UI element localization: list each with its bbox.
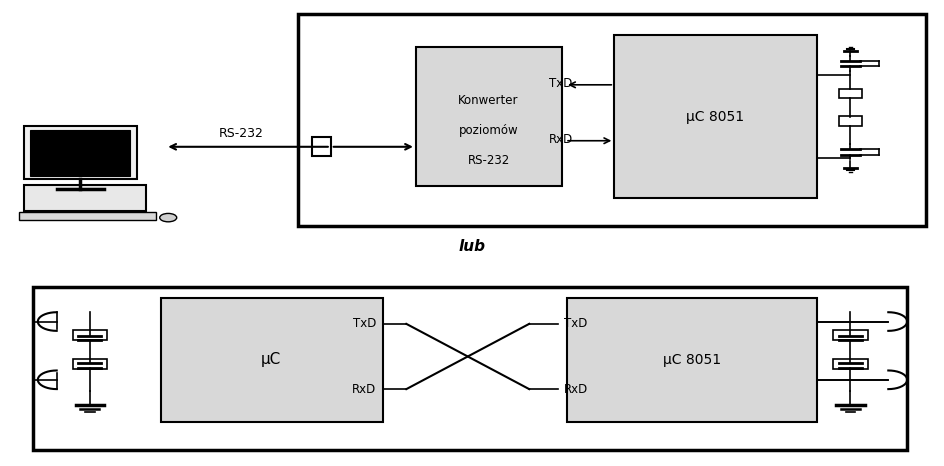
Bar xyxy=(24,126,137,179)
Bar xyxy=(566,298,817,422)
Text: TxD: TxD xyxy=(548,77,572,90)
Circle shape xyxy=(160,213,177,222)
Bar xyxy=(19,212,156,220)
Bar xyxy=(415,47,562,186)
Text: RS-232: RS-232 xyxy=(467,154,509,167)
Text: Konwerter: Konwerter xyxy=(458,94,518,107)
Text: TxD: TxD xyxy=(564,317,587,330)
Bar xyxy=(614,35,817,198)
Text: RxD: RxD xyxy=(351,383,376,396)
Text: RxD: RxD xyxy=(548,133,572,146)
Bar xyxy=(838,116,861,126)
Bar xyxy=(30,130,130,176)
Bar xyxy=(160,298,382,422)
Bar xyxy=(33,287,906,450)
Bar xyxy=(73,359,107,369)
Bar xyxy=(24,185,146,211)
Text: lub: lub xyxy=(459,240,485,254)
Text: TxD: TxD xyxy=(352,317,376,330)
Bar xyxy=(838,89,861,98)
Text: μC: μC xyxy=(261,352,281,367)
Text: μC 8051: μC 8051 xyxy=(685,110,744,123)
Bar xyxy=(73,330,107,340)
Bar xyxy=(833,330,867,340)
Bar xyxy=(833,359,867,369)
Bar xyxy=(312,137,330,156)
Text: poziomów: poziomów xyxy=(458,124,518,137)
Text: μC 8051: μC 8051 xyxy=(662,353,720,367)
Bar xyxy=(297,14,925,226)
Text: RxD: RxD xyxy=(564,383,588,396)
Text: RS-232: RS-232 xyxy=(218,127,263,140)
